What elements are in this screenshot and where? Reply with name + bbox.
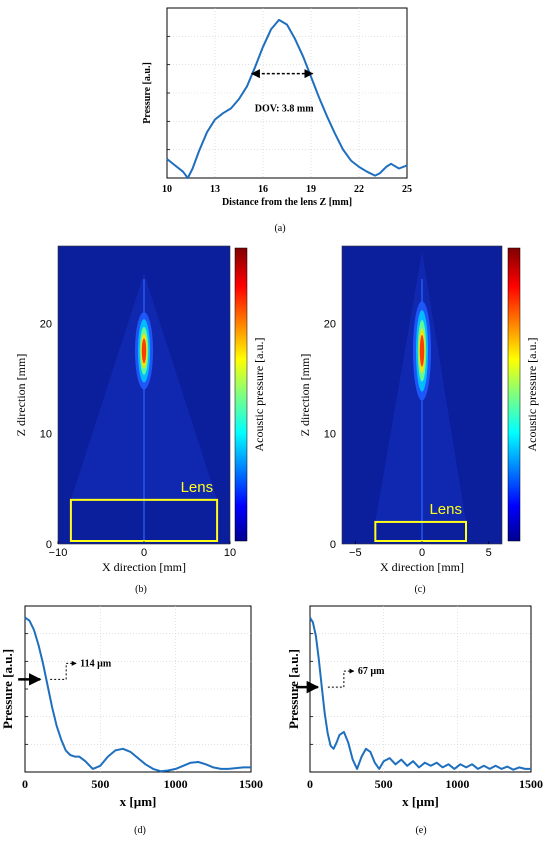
y-axis-label: Z direction [mm]: [298, 354, 312, 437]
x-tick-label: 0: [22, 777, 28, 791]
panel-label-c: (c): [414, 584, 425, 595]
series-line: [309, 617, 531, 771]
y-tick-label: 20: [324, 318, 336, 330]
y-axis-label: Pressure [a.u.]: [286, 649, 301, 729]
y-tick-label: 20: [40, 318, 52, 330]
chart-e: 0 500 1000 1500 x [µm] Pressure [a.u.] 67 µm: [286, 605, 543, 809]
width-callout-line: [327, 668, 355, 688]
x-tick-label: 1500: [519, 777, 543, 791]
y-axis-label: Z direction [mm]: [14, 354, 28, 437]
x-tick-label: 1000: [445, 777, 469, 791]
width-annotation: 67 µm: [358, 666, 385, 677]
y-axis-label: Pressure [a.u.]: [0, 649, 15, 729]
colorbar: [234, 247, 248, 542]
x-tick-label: 10: [162, 184, 172, 195]
lens-box: [374, 520, 468, 542]
colorbar-label: Acoustic pressure [a.u.]: [525, 338, 539, 452]
x-tick-label: 0: [419, 547, 425, 559]
y-axis-label: Pressure [a.u.]: [142, 62, 153, 124]
x-tick-label: 0: [141, 547, 147, 559]
x-tick-label: −10: [49, 547, 68, 559]
dov-annotation: DOV: 3.8 mm: [255, 104, 314, 115]
x-tick-label: 19: [306, 184, 316, 195]
panel-label-b: (b): [135, 584, 147, 595]
focal-spot-layer: [141, 338, 147, 364]
width-callout-line: [50, 660, 77, 680]
x-tick-label: 5: [486, 547, 492, 559]
focal-spot-layer: [419, 334, 425, 367]
y-tick-label: 10: [324, 429, 336, 441]
lens-label: Lens: [429, 501, 462, 518]
x-axis-label: X direction [mm]: [380, 560, 464, 574]
colorbar: [507, 247, 521, 542]
series-line: [166, 18, 408, 179]
x-axis-label: X direction [mm]: [102, 560, 186, 574]
chart-c: Lens −5 0 5 0 10 20 X direction [mm] Z direction…: [298, 245, 539, 574]
series-line: [24, 616, 251, 773]
y-tick-label: 0: [46, 539, 52, 551]
y-tick-label: 10: [40, 429, 52, 441]
panel-label-a: (a): [274, 223, 285, 234]
x-tick-label: 500: [91, 777, 109, 791]
x-axis-label: x [µm]: [402, 794, 439, 809]
x-tick-label: 25: [402, 184, 412, 195]
panel-label-e: (e): [415, 825, 426, 836]
x-tick-label: 0: [307, 777, 313, 791]
x-tick-label: 13: [210, 184, 220, 195]
x-tick-label: 10: [224, 547, 236, 559]
panel-label-d: (d): [134, 825, 146, 836]
x-tick-label: 22: [354, 184, 364, 195]
x-tick-label: 1000: [164, 777, 188, 791]
x-tick-label: −5: [349, 547, 362, 559]
chart-d: 0 500 1000 1500 x [µm] Pressure [a.u.] 114 µm: [0, 605, 263, 809]
lens-label: Lens: [181, 479, 214, 496]
x-tick-label: 1500: [239, 777, 263, 791]
colorbar-label: Acoustic pressure [a.u.]: [252, 338, 266, 452]
x-axis-label: x [µm]: [120, 794, 157, 809]
x-tick-label: 16: [258, 184, 268, 195]
y-tick-label: 0: [330, 539, 336, 551]
chart-a: 10 13 16 19 22 25 Distance from the lens Z [mm…: [142, 7, 412, 208]
x-tick-label: 500: [375, 777, 393, 791]
x-axis-label: Distance from the lens Z [mm]: [222, 197, 352, 208]
width-annotation: 114 µm: [80, 658, 112, 669]
